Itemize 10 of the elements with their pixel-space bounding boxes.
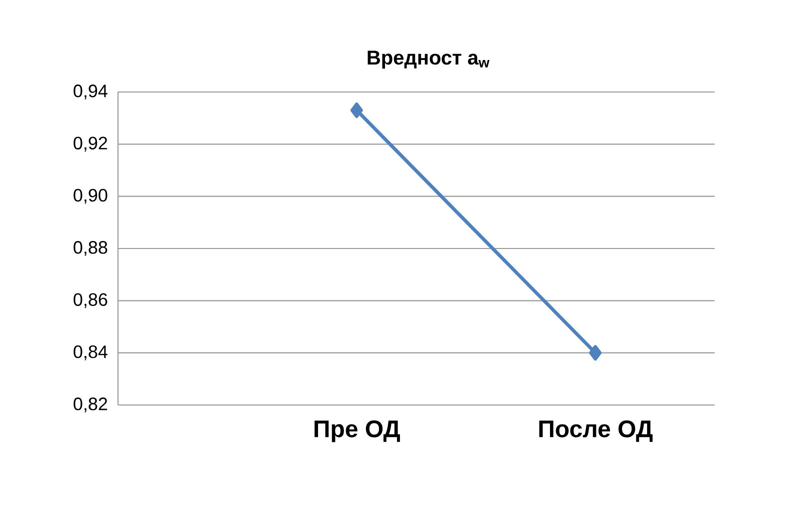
chart-title: Вредност a$_{w}$ — [368, 50, 490, 69]
y-tick-label: 0,82 — [74, 398, 108, 412]
y-tick-label: 0,88 — [74, 241, 108, 256]
y-tick-label: 0,94 — [74, 84, 108, 100]
x-tick-label: После ОД — [539, 420, 653, 442]
x-tick-label: Пре ОД — [314, 420, 400, 442]
y-tick-label: 0,86 — [74, 293, 108, 308]
y-tick-label: 0,92 — [74, 136, 108, 152]
y-tick-label: 0,84 — [74, 345, 108, 360]
y-tick-label: 0,90 — [74, 188, 108, 204]
